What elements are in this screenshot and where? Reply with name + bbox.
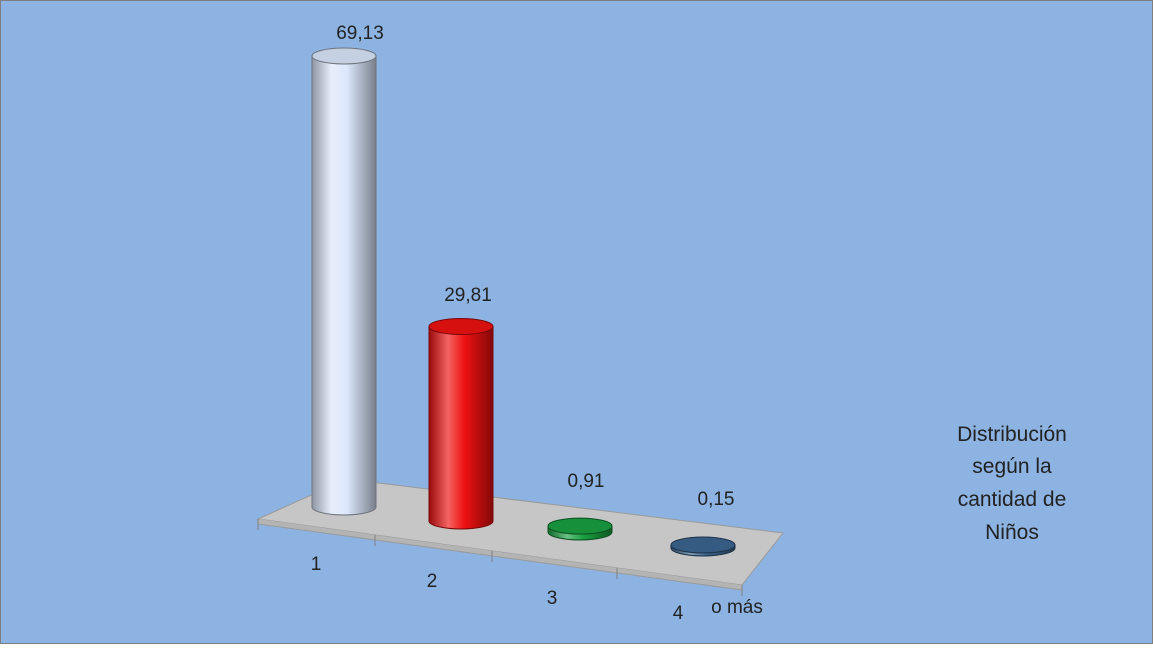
category-label-3: 3 xyxy=(547,588,558,609)
bar-body-2 xyxy=(428,326,494,530)
legend-line-4: Niños xyxy=(985,521,1039,544)
legend-line-3: cantidad de xyxy=(958,488,1067,511)
value-label-1: 69,13 xyxy=(336,23,384,44)
axis-suffix-label: o más xyxy=(711,597,763,618)
bars-layer xyxy=(311,47,736,557)
bar-3 xyxy=(547,517,613,541)
x-axis-ticks xyxy=(257,519,743,596)
value-label-3: 0,91 xyxy=(568,471,605,492)
bar-1 xyxy=(311,47,377,516)
bar-top-1 xyxy=(311,47,377,65)
bar-top-4 xyxy=(670,536,736,554)
category-label-4: 4 xyxy=(673,603,684,624)
category-label-1: 1 xyxy=(311,554,322,575)
bar-4 xyxy=(670,536,736,557)
bar-2 xyxy=(428,318,494,530)
legend-line-1: Distribución xyxy=(957,423,1067,446)
bar-body-1 xyxy=(311,55,377,516)
legend-line-2: según la xyxy=(972,455,1052,478)
bar-top-2 xyxy=(428,318,494,336)
bar-top-3 xyxy=(547,517,613,535)
legend: Distribución según la cantidad de Niños xyxy=(957,423,1067,544)
value-label-4: 0,15 xyxy=(698,489,735,510)
category-label-2: 2 xyxy=(427,571,438,592)
value-label-2: 29,81 xyxy=(444,285,492,306)
